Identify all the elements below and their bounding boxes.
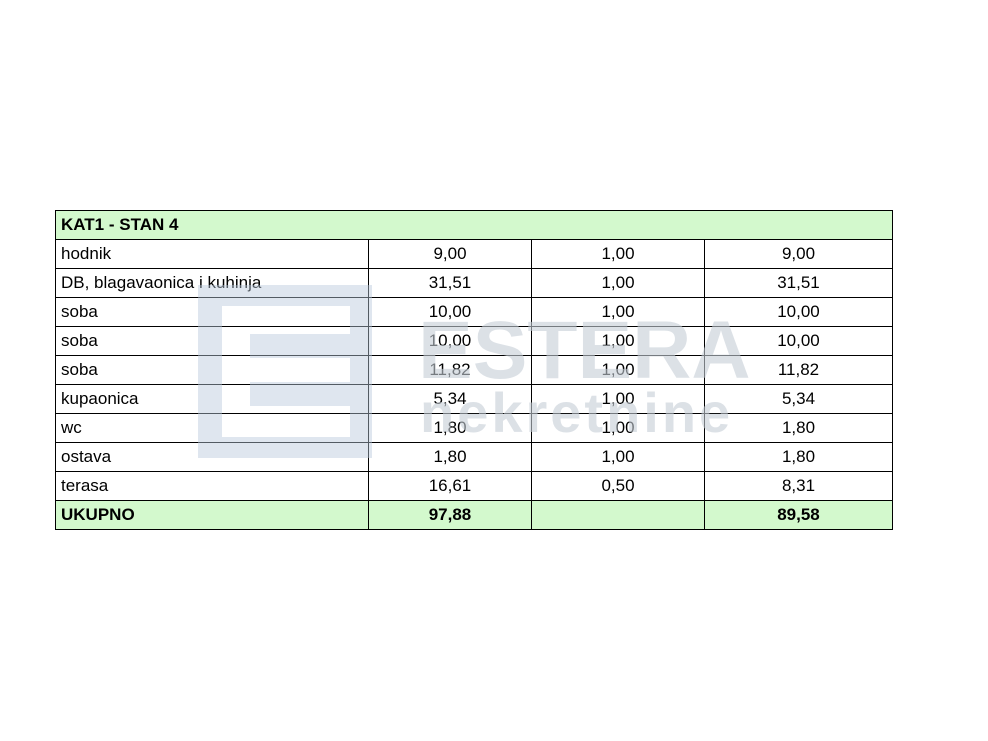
value-cell: 11,82 [368,355,532,385]
value-cell: 1,00 [531,239,705,269]
table-row: DB, blagavaonica i kuhinja 31,51 1,00 31,51 [55,268,893,298]
value-cell: 1,80 [368,413,532,443]
value-cell: 16,61 [368,471,532,501]
total-net: 89,58 [704,500,893,530]
table-row: terasa 16,61 0,50 8,31 [55,471,893,501]
area-table: KAT1 - STAN 4 hodnik 9,00 1,00 9,00 DB, blag… [55,210,893,530]
total-area: 97,88 [368,500,532,530]
room-cell: DB, blagavaonica i kuhinja [55,268,369,298]
total-label: UKUPNO [55,500,369,530]
value-cell: 10,00 [704,326,893,356]
value-cell: 1,00 [531,268,705,298]
value-cell: 0,50 [531,471,705,501]
table-row: hodnik 9,00 1,00 9,00 [55,239,893,269]
value-cell: 1,00 [531,413,705,443]
room-cell: terasa [55,471,369,501]
value-cell: 1,80 [368,442,532,472]
room-cell: kupaonica [55,384,369,414]
value-cell: 9,00 [704,239,893,269]
room-cell: hodnik [55,239,369,269]
value-cell: 5,34 [368,384,532,414]
value-cell: 1,80 [704,413,893,443]
table-title: KAT1 - STAN 4 [55,210,893,240]
value-cell: 8,31 [704,471,893,501]
room-cell: soba [55,326,369,356]
table-row: soba 11,82 1,00 11,82 [55,355,893,385]
value-cell: 1,00 [531,355,705,385]
value-cell: 9,00 [368,239,532,269]
table-row: kupaonica 5,34 1,00 5,34 [55,384,893,414]
value-cell: 1,80 [704,442,893,472]
room-cell: soba [55,297,369,327]
table-row: ostava 1,80 1,00 1,80 [55,442,893,472]
title-row: KAT1 - STAN 4 [55,210,893,240]
table-row: soba 10,00 1,00 10,00 [55,326,893,356]
value-cell: 31,51 [704,268,893,298]
value-cell: 1,00 [531,384,705,414]
value-cell: 11,82 [704,355,893,385]
room-cell: soba [55,355,369,385]
table-row: wc 1,80 1,00 1,80 [55,413,893,443]
value-cell: 10,00 [704,297,893,327]
value-cell: 10,00 [368,297,532,327]
value-cell: 10,00 [368,326,532,356]
value-cell: 1,00 [531,297,705,327]
empty-cell [531,500,705,530]
value-cell: 1,00 [531,326,705,356]
room-cell: wc [55,413,369,443]
value-cell: 31,51 [368,268,532,298]
value-cell: 5,34 [704,384,893,414]
value-cell: 1,00 [531,442,705,472]
table-row: soba 10,00 1,00 10,00 [55,297,893,327]
room-cell: ostava [55,442,369,472]
total-row: UKUPNO 97,88 89,58 [55,500,893,530]
